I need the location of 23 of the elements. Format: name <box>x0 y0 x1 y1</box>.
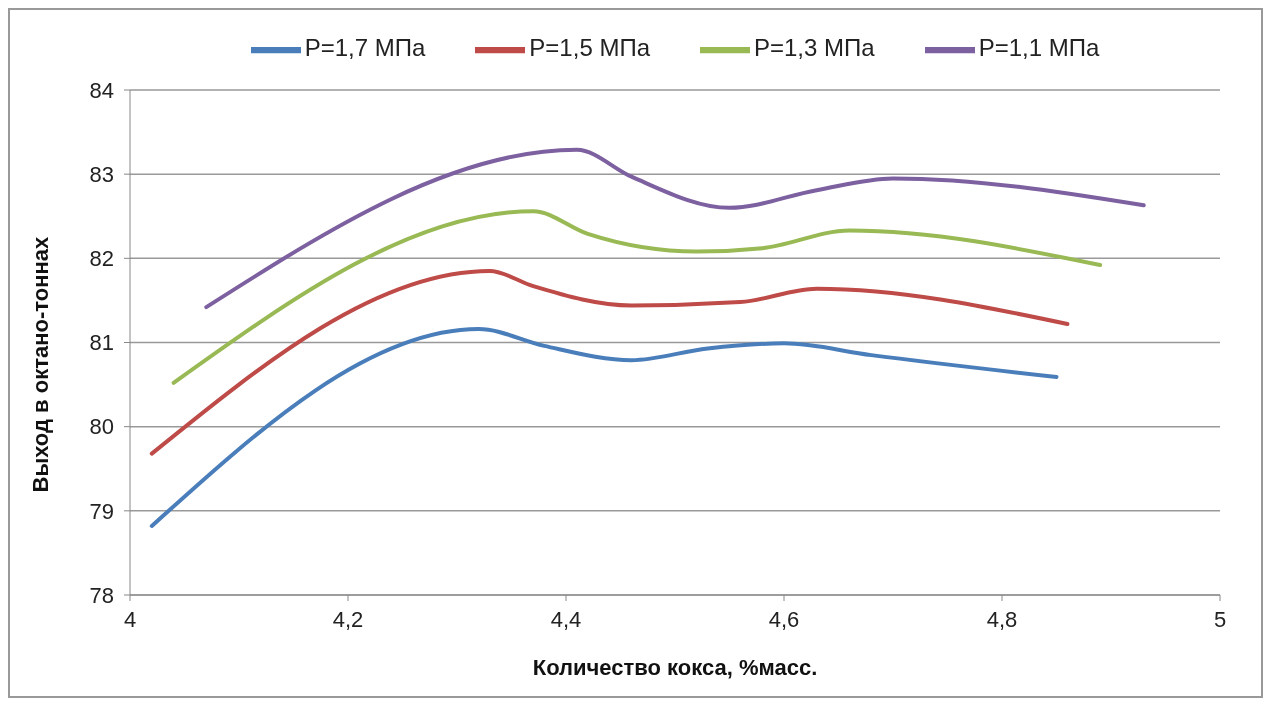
y-tick-label: 84 <box>89 77 114 103</box>
legend-label: P=1,1 МПа <box>978 34 1100 62</box>
y-axis-title: Выход в октано-тоннах <box>27 236 53 493</box>
y-tick-label: 78 <box>89 582 114 608</box>
x-tick-label: 4,2 <box>332 606 364 632</box>
y-tick-label: 81 <box>89 330 114 356</box>
line-series <box>204 147 1146 310</box>
line-series <box>171 209 1103 385</box>
y-tick-label: 79 <box>89 498 114 524</box>
y-tick-label: 80 <box>89 414 114 440</box>
legend-label: P=1,3 МПа <box>754 34 875 62</box>
line-series <box>149 268 1070 456</box>
y-tick-label: 83 <box>89 161 114 187</box>
x-tick-label: 4,4 <box>550 606 582 632</box>
legend-label: P=1,5 МПа <box>529 34 650 62</box>
x-tick-label: 4 <box>123 606 137 632</box>
x-tick-label: 4,6 <box>768 606 800 632</box>
line-series <box>149 327 1059 528</box>
x-tick-label: 5 <box>1213 606 1227 632</box>
y-tick-label: 82 <box>89 246 114 272</box>
x-tick-label: 4,8 <box>986 606 1018 632</box>
legend-label: P=1,7 МПа <box>304 34 426 62</box>
x-axis-title: Количество кокса, %масс. <box>532 655 818 680</box>
